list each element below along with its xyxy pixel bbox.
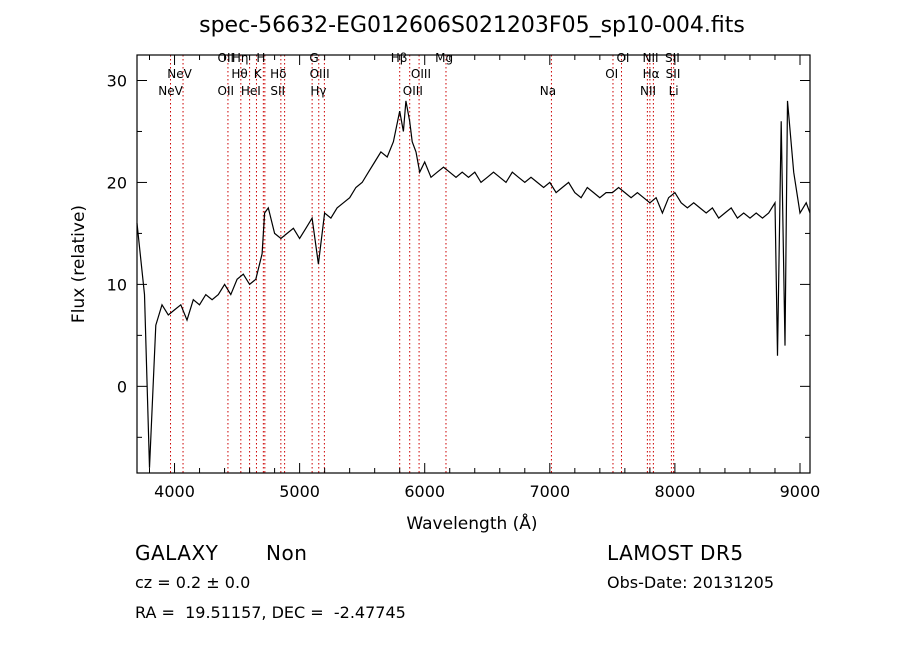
line-label: Hθ	[231, 67, 247, 81]
line-label: HeI	[241, 84, 261, 98]
y-tick-label: 30	[107, 71, 127, 90]
x-axis-title: Wavelength (Å)	[406, 512, 537, 534]
chart-title: spec-56632-EG012606S021203F05_sp10-004.f…	[199, 13, 745, 38]
line-label: OI	[616, 51, 629, 65]
line-label: NII	[640, 84, 656, 98]
line-label: OIII	[411, 67, 431, 81]
spectrum-line	[136, 100, 811, 468]
coordinates-label: RA = 19.51157, DEC = -2.47745	[135, 603, 406, 622]
line-label: SII	[665, 51, 680, 65]
line-label: OI	[605, 67, 618, 81]
emission-line-markers	[170, 55, 675, 473]
x-tick-label: 5000	[279, 482, 320, 501]
y-tick-label: 10	[107, 275, 127, 294]
x-tick-label: 8000	[655, 482, 696, 501]
line-label: SII	[666, 67, 681, 81]
line-label: NeV	[167, 67, 192, 81]
survey-label: LAMOST DR5	[607, 541, 744, 565]
line-label: Hδ	[270, 67, 286, 81]
line-label: Li	[669, 84, 679, 98]
line-label: OIII	[403, 84, 423, 98]
x-tick-label: 9000	[780, 482, 821, 501]
y-axis-title: Flux (relative)	[69, 205, 89, 323]
line-label: NII	[642, 51, 658, 65]
line-label: G	[309, 51, 318, 65]
line-label: Hα	[643, 67, 660, 81]
subclass-label: Non	[266, 541, 308, 565]
line-label: Mg	[435, 51, 453, 65]
line-label: Hη	[232, 51, 249, 65]
line-label: SII	[270, 84, 285, 98]
line-label: Hγ	[310, 84, 326, 98]
y-tick-label: 20	[107, 173, 127, 192]
obs-date-label: Obs-Date: 20131205	[607, 573, 775, 592]
line-label: OIII	[310, 67, 330, 81]
line-label: Na	[540, 84, 556, 98]
line-label: NeV	[158, 84, 183, 98]
line-label: K	[254, 67, 263, 81]
line-label: H	[256, 51, 265, 65]
y-tick-label: 0	[117, 377, 127, 396]
y-axis-ticks: 0 10 20 30	[107, 71, 810, 438]
redshift-label: cz = 0.2 ± 0.0	[135, 573, 251, 592]
x-axis-ticks: 4000 5000 6000 7000 8000 9000	[149, 55, 821, 501]
plot-frame	[136, 54, 811, 474]
x-tick-label: 4000	[154, 482, 195, 501]
x-tick-label: 7000	[529, 482, 570, 501]
line-label: OII	[218, 84, 235, 98]
object-type-label: GALAXY	[135, 541, 219, 565]
x-tick-label: 6000	[404, 482, 445, 501]
line-label: Hβ	[391, 51, 408, 65]
